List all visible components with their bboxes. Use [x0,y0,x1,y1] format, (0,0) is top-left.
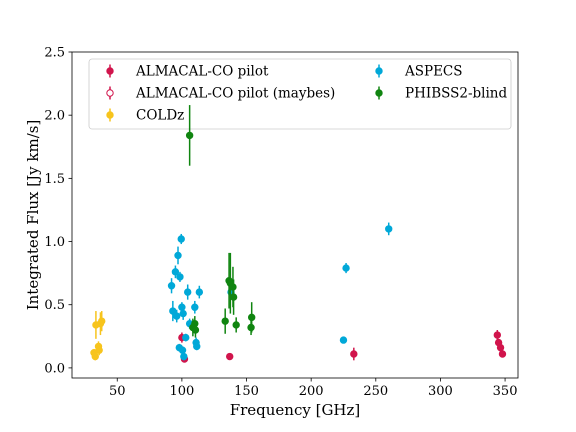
y-tick-label: 0.5 [44,298,65,313]
y-tick-label: 2.5 [44,46,65,61]
data-point [182,333,190,342]
x-tick-label: 200 [299,384,324,399]
y-axis-label: Integrated Flux [Jy km/s] [24,120,42,311]
series-phibss2-blind [185,105,256,338]
data-point [180,352,188,361]
data-point [91,352,99,361]
data-point [498,350,507,358]
data-point [167,282,176,290]
legend-item: ASPECS [375,64,463,80]
data-point [98,317,106,325]
x-axis-ticks: 50 100 150 200 250 300 350 [109,378,518,399]
data-point [229,293,238,301]
y-tick-label: 1.0 [44,235,65,250]
legend-marker [106,111,114,119]
legend-label: ALMACAL-CO pilot [135,64,269,80]
x-tick-label: 100 [169,384,194,399]
data-point [195,288,204,296]
data-point [171,268,180,276]
data-point [339,336,348,344]
x-tick-label: 250 [363,384,388,399]
data-point [191,326,200,334]
data-series [90,105,507,363]
legend-marker [375,67,383,75]
x-tick-label: 150 [234,384,259,399]
data-point [178,303,186,311]
x-axis-label: Frequency [GHz] [230,401,361,419]
legend: ALMACAL-CO pilot ALMACAL-CO pilot (maybes… [88,58,512,130]
x-tick-label: 350 [493,384,518,399]
data-point [350,350,358,358]
data-point [185,131,194,140]
y-tick-label: 2.0 [44,109,65,124]
y-tick-label: 1.5 [44,172,65,187]
data-point [191,303,199,311]
data-point [342,264,350,272]
y-tick-label: 0.0 [44,361,65,376]
data-point [179,309,187,318]
legend-label: ALMACAL-CO pilot (maybes) [135,86,335,102]
series-aspecs [167,222,393,361]
data-point [226,352,234,361]
legend-marker [106,67,114,75]
y-axis-ticks: 0.0 0.5 1.0 1.5 2.0 2.5 [44,46,72,376]
data-point [496,343,505,352]
data-point [221,317,229,325]
x-tick-label: 300 [428,384,453,399]
data-point [184,288,192,296]
legend-item: COLDz [106,108,184,124]
legend-box [88,58,512,130]
x-tick-label: 50 [109,384,126,399]
series-almacal-co-pilot [178,329,507,363]
data-point [174,251,182,260]
legend-marker [375,89,383,97]
data-point [177,235,185,243]
data-point [95,346,103,354]
series-coldz [90,311,106,361]
data-point [493,331,502,339]
legend-label: COLDz [136,108,184,124]
legend-label: PHIBSS2-blind [405,86,507,102]
data-point [178,346,187,354]
legend-item: ALMACAL-CO pilot (maybes) [106,86,335,102]
legend-item: ALMACAL-CO pilot [106,64,269,80]
data-point [247,313,256,322]
legend-label: ASPECS [404,64,463,80]
data-point [176,273,184,281]
data-point [193,342,201,351]
legend-item: PHIBSS2-blind [375,86,507,102]
plot-frame [71,51,519,379]
data-point [232,321,240,329]
data-point [385,225,393,233]
legend-marker [106,89,114,97]
data-point [173,312,181,320]
